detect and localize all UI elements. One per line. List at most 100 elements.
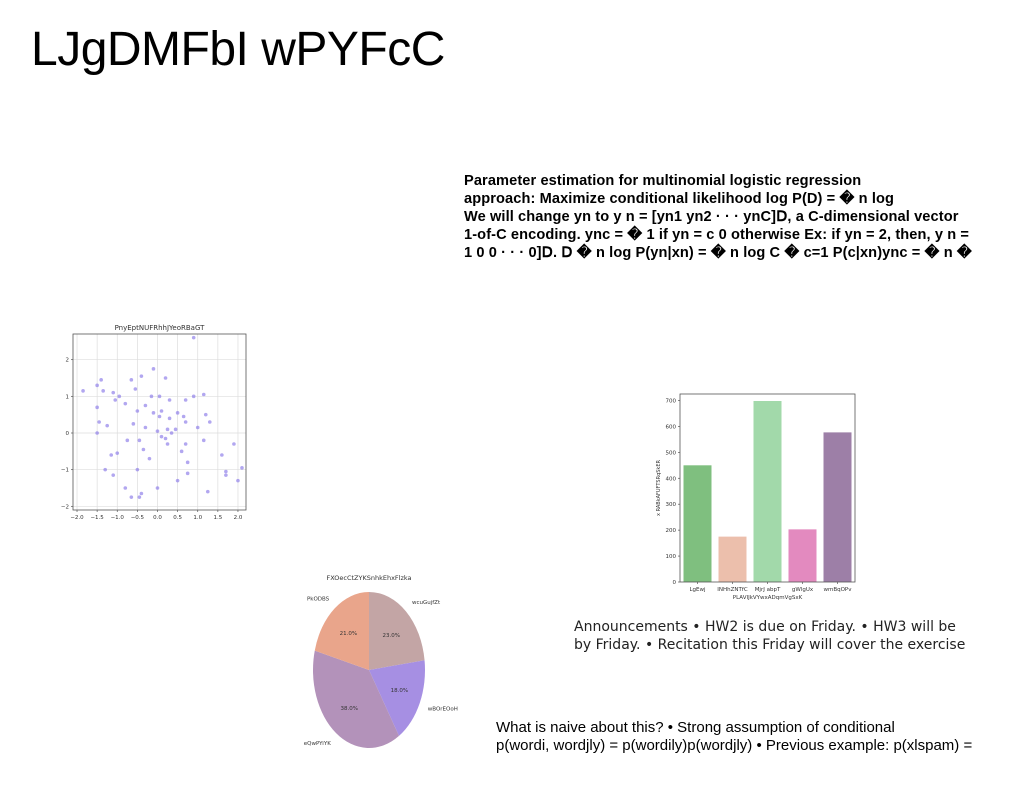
scatter-point — [224, 469, 228, 474]
scatter-point — [165, 442, 170, 446]
bar-tick-label-y: 0 — [673, 580, 677, 586]
scatter-point — [99, 378, 103, 382]
pie-slice-label: wcuGujfZt — [412, 600, 441, 606]
scatter-point — [185, 460, 190, 465]
scatter-tick-label-x: 0.5 — [173, 515, 182, 521]
bar-tick-label-y: 400 — [666, 476, 677, 482]
scatter-tick-label-x: 2.0 — [234, 515, 243, 521]
slide-text-line: 1-of-C encoding. ync = � 1 if yn = c 0 o… — [464, 227, 969, 243]
pie-percent-label: 38.0% — [341, 706, 358, 712]
scatter-point — [143, 425, 148, 430]
scatter-point — [224, 473, 228, 477]
scatter-point — [207, 420, 212, 424]
naive-line: p(wordi, wordjly) = p(wordily)p(wordjly)… — [496, 737, 973, 754]
scatter-point — [103, 467, 107, 472]
scatter-tick-label-x: −1.5 — [90, 515, 104, 521]
scatter-point — [97, 420, 101, 424]
bar-tick-label-y: 100 — [666, 554, 677, 560]
scatter-tick-label-x: 1.5 — [213, 515, 222, 521]
pie-slice — [314, 592, 369, 670]
scatter-point — [151, 367, 156, 371]
scatter-title: PnyEptNUFRhhJYeoRBaGT — [115, 324, 206, 332]
slide-text-line: 1 0 0 · · · 0]𝖣. 𝖣 � n log P(yn|xn) = � … — [464, 245, 972, 261]
scatter-point — [115, 451, 120, 455]
scatter-point — [123, 486, 128, 490]
scatter-point — [191, 394, 196, 399]
scatter-point — [203, 412, 208, 417]
scatter-tick-label-x: −2.0 — [70, 515, 84, 521]
scatter-tick-label-x: 1.0 — [193, 515, 202, 521]
naive-line: What is naive about this? • Strong assum… — [496, 719, 895, 736]
bar-category-label: LgEwj — [689, 587, 706, 593]
scatter-point — [95, 383, 99, 388]
slide-text-line: approach: Maximize conditional likelihoo… — [464, 191, 895, 207]
scatter-point — [236, 478, 240, 483]
scatter-point — [201, 438, 206, 443]
pie-slice-label: eQwPYiYK — [304, 741, 331, 747]
scatter-point — [81, 389, 85, 393]
scatter-point — [232, 442, 236, 446]
page-title: LJgDMFbI wPYFcC — [31, 23, 445, 76]
slide-text-line: Parameter estimation for multinomial log… — [464, 173, 862, 189]
scatter-point — [129, 495, 134, 499]
bar-category-label: INHhZNTfC — [717, 587, 748, 593]
scatter-point — [135, 467, 140, 472]
pie-percent-label: 18.0% — [391, 688, 408, 694]
scatter-point — [195, 425, 200, 430]
scatter-point — [220, 453, 224, 457]
scatter-point — [179, 449, 184, 454]
scatter-point — [175, 478, 180, 483]
scatter-point — [201, 392, 206, 397]
bar-frame — [679, 393, 856, 583]
bar-category-label: gWlgUx — [792, 587, 814, 593]
bar-tick-label-y: 700 — [666, 398, 677, 404]
pie-slice-label: wBOrEOoH — [428, 707, 458, 713]
scatter-point — [167, 416, 172, 421]
scatter-point — [133, 387, 138, 391]
scatter-point — [159, 409, 164, 413]
scatter-point — [123, 401, 128, 406]
scatter-point — [101, 389, 105, 393]
scatter-point — [137, 438, 142, 443]
scatter-point — [163, 436, 168, 441]
bar-category-label: wmBqOPv — [823, 587, 852, 593]
scatter-frame — [72, 333, 247, 511]
scatter-point — [137, 495, 142, 499]
scatter-point — [183, 442, 188, 446]
scatter-tick-label-y: −1 — [61, 468, 69, 474]
scatter-point — [175, 411, 180, 415]
scatter-tick-label-y: 0 — [66, 431, 70, 437]
announcements-block: Announcements • HW2 is due on Friday. • … — [574, 618, 994, 654]
bar — [788, 529, 817, 582]
bar-tick-label-y: 200 — [666, 528, 677, 534]
scatter-point — [155, 429, 160, 433]
scatter-point — [205, 489, 210, 494]
scatter-point — [111, 473, 116, 477]
scatter-point — [109, 453, 114, 457]
scatter-point — [131, 422, 136, 426]
bar-tick-label-y: 300 — [666, 502, 677, 508]
scatter-point — [149, 394, 154, 399]
pie-title: FXOecCtZYKSnhkEhxFlzka — [326, 574, 411, 582]
scatter-point — [155, 486, 160, 490]
slide-text-line: We will change yn to y n = [yn1 yn2 · · … — [464, 209, 959, 225]
pie-percent-label: 23.0% — [382, 633, 399, 639]
bar-tick-label-y: 500 — [666, 450, 677, 456]
pie-slice — [313, 650, 400, 748]
pie-slice-label: PkODBS — [307, 597, 330, 603]
slide-text-block: Parameter estimation for multinomial log… — [464, 172, 1024, 262]
naive-bayes-block: What is naive about this? • Strong assum… — [496, 719, 1024, 755]
scatter-tick-label-y: 2 — [66, 358, 70, 364]
scatter-point — [165, 427, 170, 432]
scatter-tick-label-y: 1 — [66, 394, 70, 400]
announcements-line: by Friday. • Recitation this Friday will… — [574, 637, 966, 653]
scatter-tick-label-x: −0.5 — [131, 515, 145, 521]
scatter-point — [191, 335, 196, 340]
scatter-point — [167, 398, 172, 402]
scatter-point — [240, 466, 244, 470]
scatter-point — [111, 390, 116, 395]
scatter-point — [183, 420, 188, 424]
